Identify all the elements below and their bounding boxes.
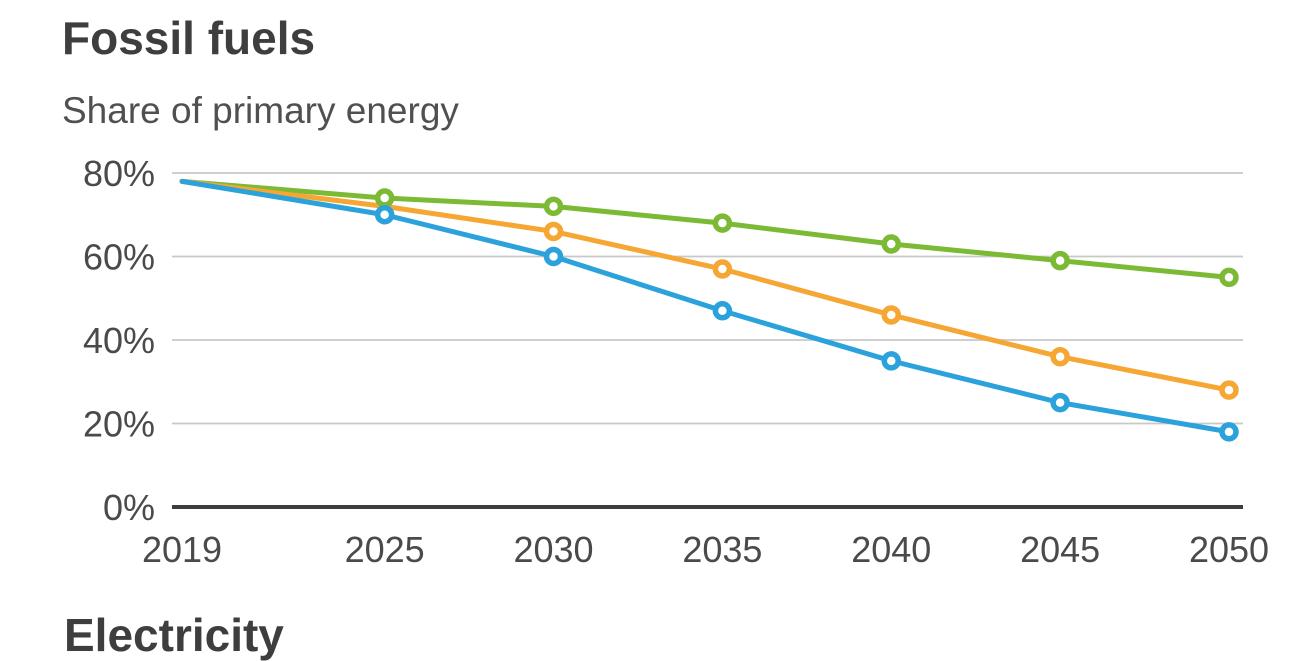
data-point-marker-blue [1050, 392, 1070, 413]
y-tick-label: 20% [83, 404, 155, 445]
y-tick-label: 0% [103, 487, 155, 528]
x-tick-label: 2040 [851, 529, 931, 570]
data-point-marker-green [543, 196, 564, 217]
data-point-marker-blue [1219, 422, 1239, 442]
chart-subtitle: Share of primary energy [62, 90, 459, 131]
data-point-marker-orange [712, 259, 733, 279]
x-tick-label: 2019 [142, 529, 222, 570]
x-tick-label: 2045 [1020, 529, 1100, 570]
data-point-marker-orange [1219, 380, 1239, 400]
x-tick-label: 2025 [345, 529, 425, 570]
y-tick-label: 60% [83, 237, 155, 278]
data-point-marker-orange [881, 305, 902, 325]
data-point-marker-blue [712, 301, 733, 321]
x-tick-label: 2035 [682, 529, 762, 570]
data-point-marker-blue [374, 205, 395, 225]
series-line-orange [179, 178, 1232, 393]
data-point-marker-green [1050, 250, 1070, 271]
x-tick-label: 2050 [1189, 529, 1269, 570]
data-point-marker-blue [543, 246, 564, 267]
data-point-marker-orange [543, 221, 564, 242]
data-point-marker-green [881, 234, 902, 254]
data-point-marker-green [1219, 267, 1239, 288]
chart-title: Fossil fuels [62, 12, 316, 64]
y-tick-label: 40% [83, 320, 155, 361]
data-point-marker-green [374, 188, 395, 208]
data-point-marker-orange [1050, 346, 1070, 367]
data-point-marker-blue [881, 351, 902, 371]
next-chart-title: Electricity [64, 609, 284, 661]
y-tick-label: 80% [83, 153, 155, 194]
line-chart: 0% 20% 40% 60% 80% 2019 2025 2030 2035 2040 2045 20… [83, 153, 1269, 570]
x-tick-label: 2030 [513, 529, 593, 570]
fossil-fuels-chart-card: Fossil fuels Share of primary energy 0% 2… [62, 12, 1269, 660]
data-point-marker-green [712, 213, 733, 233]
